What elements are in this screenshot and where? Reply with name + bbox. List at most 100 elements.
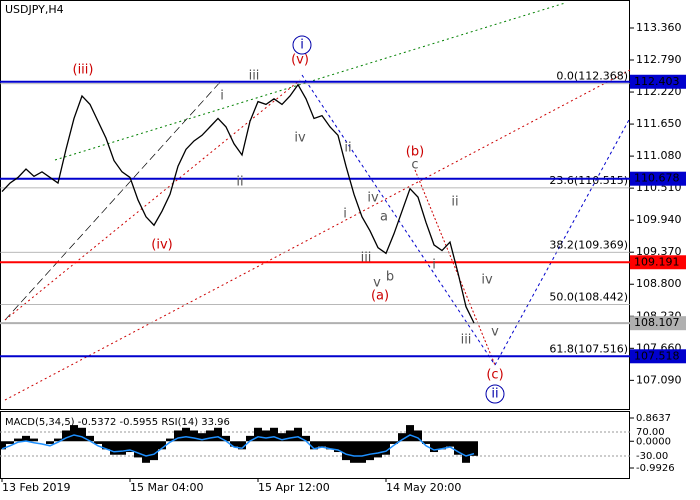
- macd-bar: [238, 441, 246, 450]
- level-box: [630, 349, 686, 364]
- wave-label: (iii): [73, 63, 94, 78]
- y-tick-label: 107.090: [636, 373, 682, 386]
- macd-bar: [174, 430, 182, 442]
- wave-circle: [292, 35, 312, 55]
- macd-bar: [126, 441, 134, 453]
- wave-label: ii: [344, 141, 351, 156]
- macd-bar: [278, 433, 286, 442]
- macd-bar: [166, 438, 174, 442]
- macd-bar: [30, 438, 38, 442]
- level-label: 107.518: [634, 349, 680, 362]
- macd-bar: [414, 430, 422, 442]
- wave-label: c: [411, 158, 418, 173]
- trend-line: [4, 79, 223, 321]
- fib-label: 38.2(109.369): [549, 238, 628, 251]
- macd-bar: [150, 441, 158, 461]
- macd-bar: [310, 441, 318, 450]
- wave-label: i: [343, 207, 347, 222]
- wave-label: i: [432, 258, 436, 273]
- y-tick-label: 113.360: [636, 21, 682, 34]
- macd-bar: [118, 441, 126, 455]
- macd-bar: [350, 441, 358, 463]
- wave-label: iii: [249, 69, 260, 84]
- level-box: [630, 316, 686, 331]
- macd-bar: [398, 433, 406, 442]
- macd-bar: [326, 441, 334, 450]
- wave-label: iv: [294, 131, 306, 146]
- wave-label: iii: [461, 333, 472, 348]
- x-tick-label: 15 Mar 04:00: [130, 481, 203, 494]
- x-tick-label: 14 May 20:00: [386, 481, 461, 494]
- macd-bar: [286, 430, 294, 442]
- level-label: 110.678: [634, 172, 680, 185]
- level-label: 108.107: [634, 316, 680, 329]
- macd-bar: [182, 427, 190, 442]
- level-label: 112.403: [634, 75, 680, 88]
- y2-tick-label: 70.00: [636, 427, 665, 438]
- macd-bar: [62, 430, 70, 442]
- trend-line: [414, 169, 496, 366]
- chart-title: USDJPY,H4: [5, 3, 64, 16]
- macd-bar: [110, 441, 118, 455]
- indicator-title: MACD(5,34,5) -0.5372 -0.5955 RSI(14) 33.…: [5, 417, 230, 428]
- y-tick-label: -0.9926: [636, 463, 675, 474]
- macd-bar: [6, 441, 14, 444]
- y-tick-label: 109.370: [636, 245, 682, 258]
- macd-bar: [390, 441, 398, 444]
- wave-label: (a): [371, 289, 389, 304]
- macd-bar: [190, 430, 198, 442]
- macd-bar: [374, 441, 382, 458]
- macd-bar: [46, 441, 54, 444]
- fib-label: 0.0(112.368): [556, 70, 628, 83]
- macd-bar: [102, 441, 110, 450]
- macd-bar: [470, 441, 478, 456]
- level-box: [630, 171, 686, 186]
- level-box: [630, 74, 686, 89]
- macd-bar: [0, 441, 6, 450]
- y-tick-label: 0.8637: [636, 413, 671, 424]
- wave-label: iv: [481, 273, 493, 288]
- macd-bar: [406, 425, 414, 442]
- wave-label: (c): [486, 368, 503, 383]
- macd-bar: [206, 430, 214, 442]
- trend-line: [494, 117, 631, 366]
- macd-bar: [94, 441, 102, 444]
- wave-label: ii: [491, 387, 498, 402]
- macd-bar: [342, 441, 350, 461]
- wave-label: iv: [367, 191, 379, 206]
- macd-bar: [78, 427, 86, 442]
- y-tick-label: 111.080: [636, 149, 682, 162]
- macd-bar: [70, 425, 78, 442]
- macd-bar: [86, 435, 94, 442]
- price-line: [1, 83, 475, 324]
- macd-bar: [222, 435, 230, 442]
- macd-bar: [254, 427, 262, 442]
- macd-bar: [142, 441, 150, 463]
- wave-label: i: [220, 89, 224, 104]
- marks: 0.0(112.368) 23.6(110.515) 38.2(109.369) 50…: [0, 21, 686, 494]
- wave-circle: [485, 384, 505, 404]
- wave-label: b: [386, 270, 394, 285]
- macd-bar: [454, 441, 462, 455]
- price-panel: [0, 0, 630, 410]
- macd-bar: [438, 441, 446, 450]
- level-label: 109.191: [634, 255, 680, 268]
- y-tick-label: 111.650: [636, 117, 682, 130]
- y-tick-label: 109.940: [636, 213, 682, 226]
- macd-bar: [134, 441, 142, 458]
- macd-bar: [270, 427, 278, 442]
- macd-bar: [358, 441, 366, 463]
- level-box: [630, 255, 686, 270]
- wave-label: v: [491, 325, 499, 340]
- macd-bar: [446, 441, 454, 447]
- wave-label: v: [373, 276, 381, 291]
- macd-bar: [366, 441, 374, 461]
- x-tick-label: 13 Feb 2019: [2, 481, 70, 494]
- fib-label: 50.0(108.442): [549, 290, 628, 303]
- macd-bar: [334, 441, 342, 453]
- wave-label: (iv): [151, 238, 172, 253]
- wave-label: ii: [236, 175, 243, 190]
- wave-labels: (iii) (iv) (v) (b) (a) (c) i ii i ii iii…: [73, 35, 505, 404]
- macd-bar: [430, 441, 438, 453]
